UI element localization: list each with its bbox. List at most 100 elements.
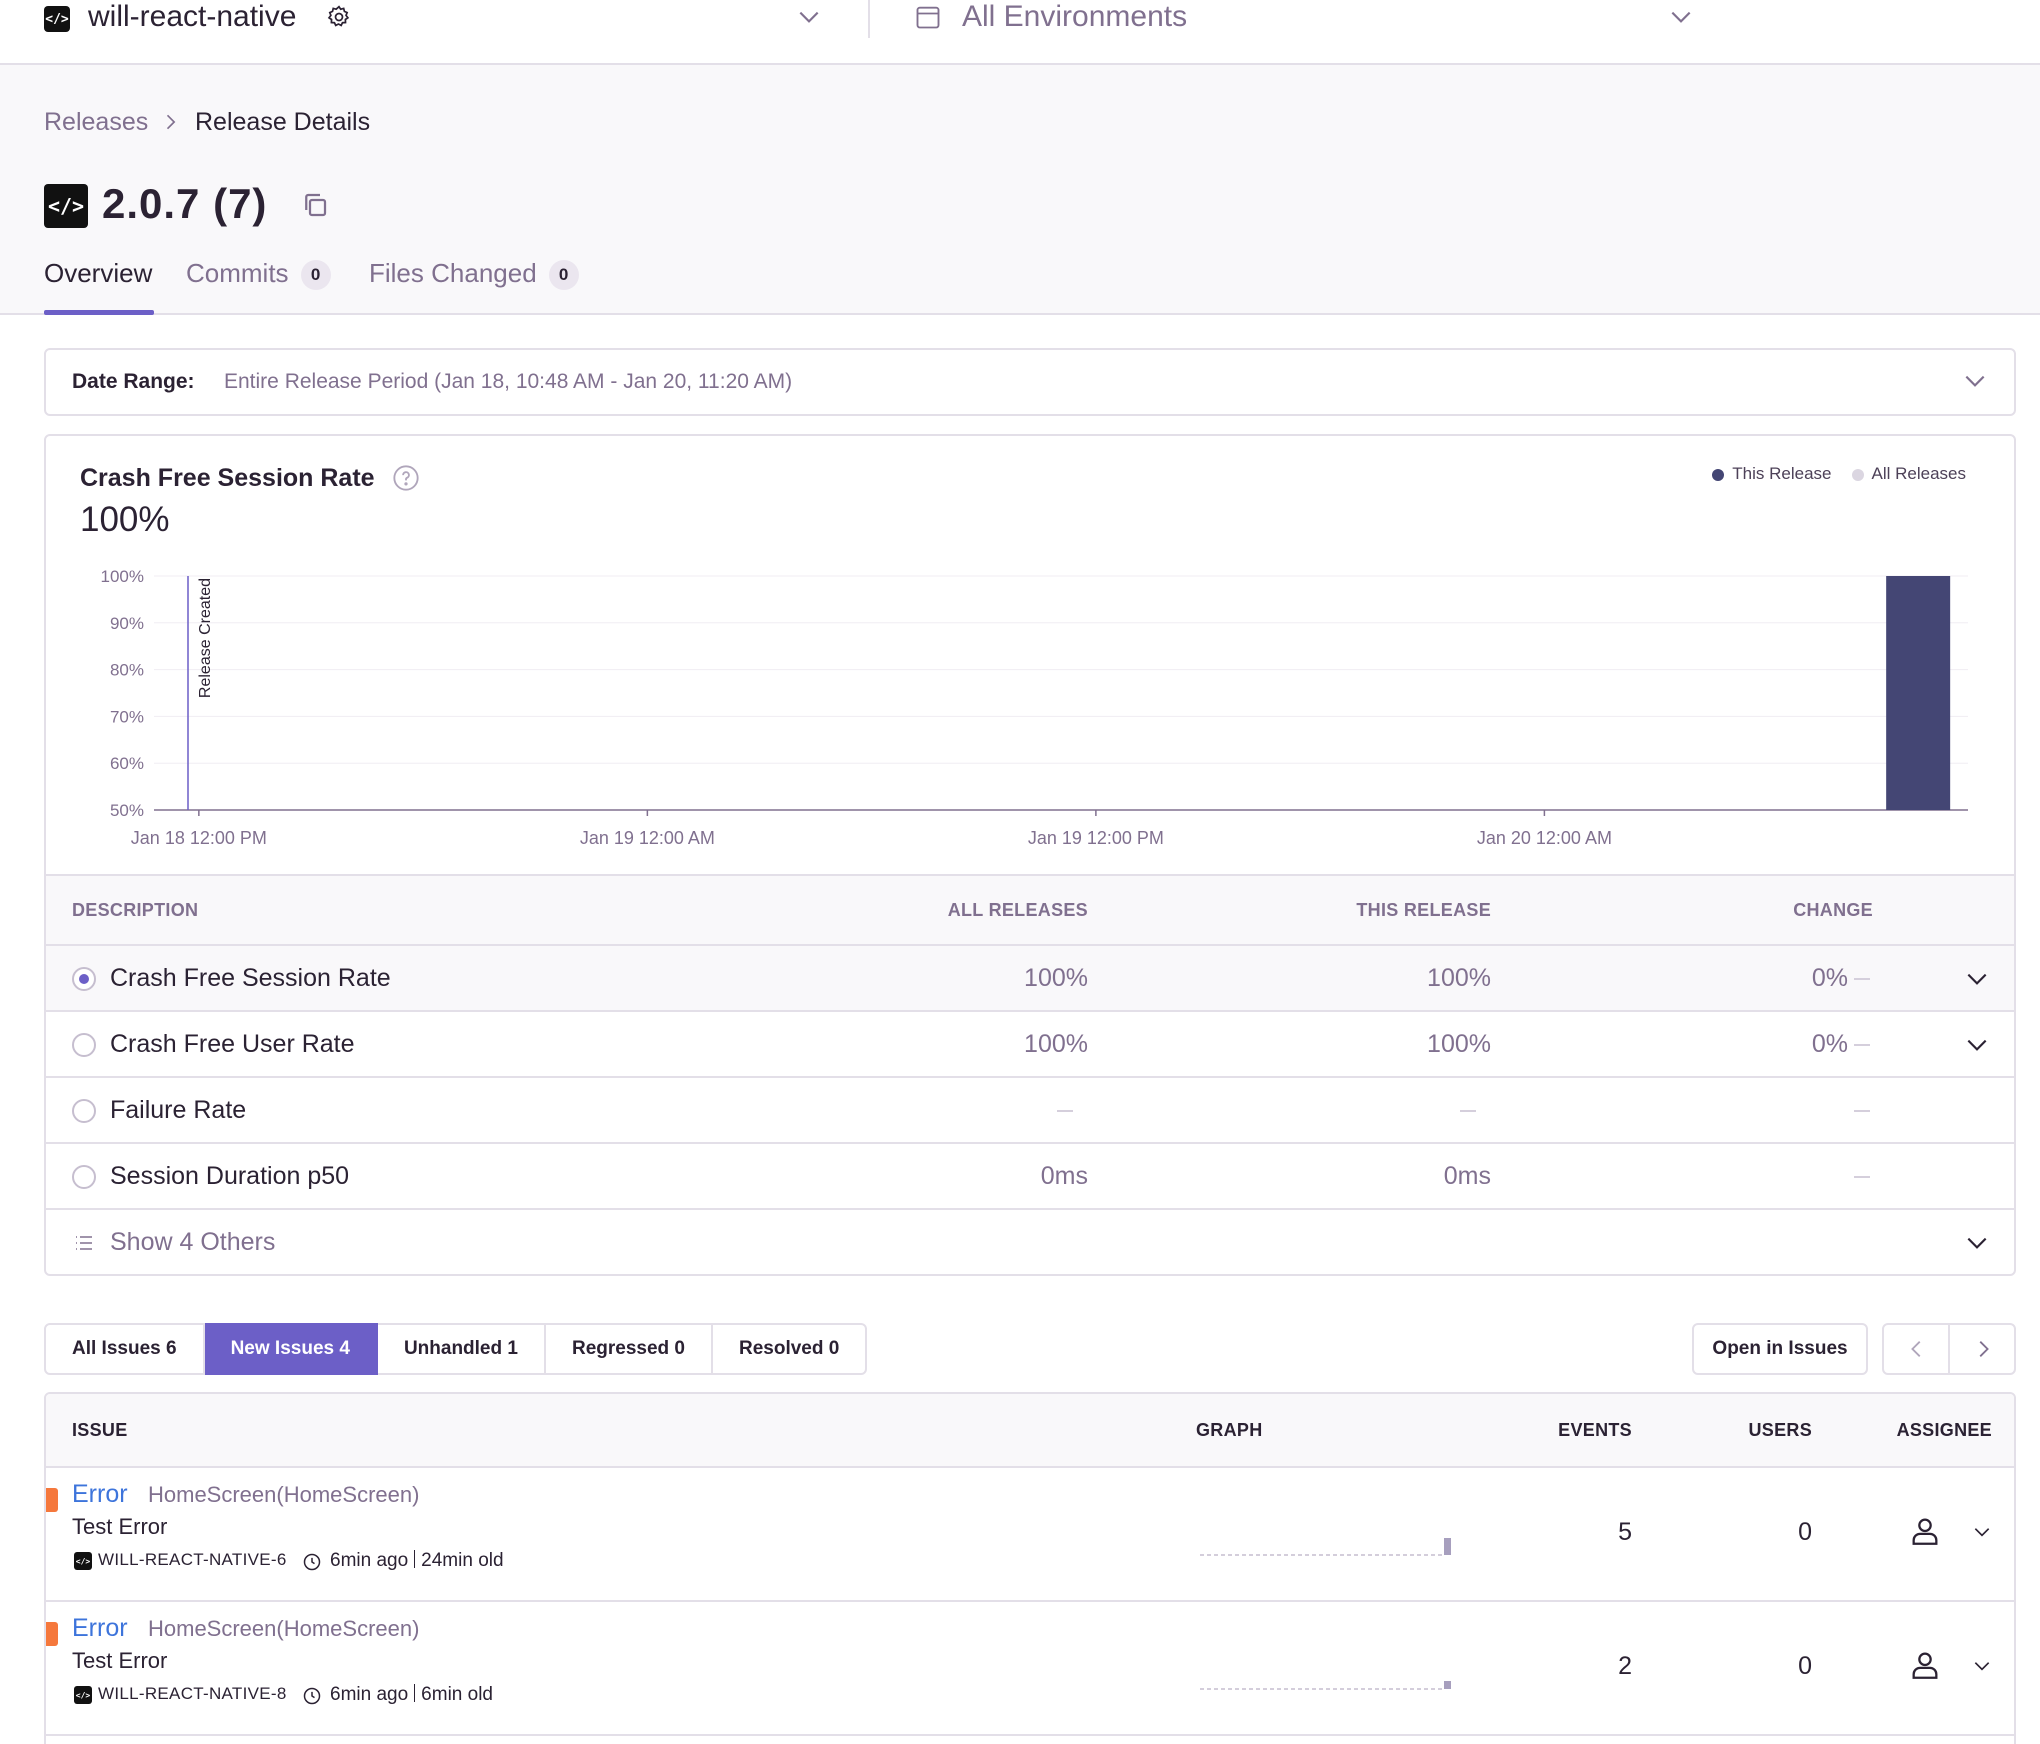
metric-this-value: 100%: [1427, 1030, 1491, 1058]
tab-commits[interactable]: Commits 0: [186, 258, 331, 291]
gear-icon[interactable]: [326, 4, 352, 30]
tab-overview[interactable]: Overview: [44, 258, 153, 288]
show-others-row[interactable]: Show 4 Others: [46, 1210, 2014, 1274]
clock-icon: [303, 1687, 321, 1705]
filter-all-issues[interactable]: All Issues 6: [44, 1323, 205, 1375]
clock-icon: [303, 1553, 321, 1571]
tab-files-changed[interactable]: Files Changed 0: [369, 258, 579, 291]
metric-all-value: 100%: [1024, 964, 1088, 992]
issue-filter-group: All Issues 6 New Issues 4 Unhandled 1 Re…: [44, 1323, 868, 1375]
col-this-release: THIS RELEASE: [1356, 900, 1491, 920]
radio-unselected[interactable]: [72, 1033, 96, 1057]
date-range-selector[interactable]: Date Range: Entire Release Period (Jan 1…: [44, 348, 2016, 416]
issue-type-link[interactable]: Error: [72, 1480, 128, 1508]
code-icon: </>: [74, 1686, 92, 1704]
metric-row-crash-free-session-rate[interactable]: Crash Free Session Rate 100% 100% 0%: [46, 946, 2014, 1012]
calendar-icon: [916, 6, 940, 29]
col-events: EVENTS: [1558, 1420, 1632, 1440]
open-in-issues-button[interactable]: Open in Issues: [1692, 1323, 1868, 1375]
chevron-left-icon: [1911, 1341, 1921, 1357]
help-icon[interactable]: [392, 464, 420, 492]
legend-item-this-release[interactable]: This Release: [1712, 464, 1832, 484]
issue-row[interactable]: Error HomeScreen(HomeScreen) Test Error …: [46, 1468, 2014, 1602]
issue-short-id: WILL-REACT-NATIVE-6: [98, 1550, 287, 1569]
issues-table: ISSUE GRAPH EVENTS USERS ASSIGNEE Error …: [44, 1392, 2016, 1744]
chevron-down-icon[interactable]: [1964, 1032, 1990, 1058]
filter-unhandled[interactable]: Unhandled 1: [377, 1323, 546, 1375]
metric-this-value: 0ms: [1443, 1162, 1491, 1190]
issue-location: HomeScreen(HomeScreen): [148, 1616, 420, 1641]
col-assignee: ASSIGNEE: [1896, 1420, 1992, 1440]
col-change: CHANGE: [1793, 900, 1873, 920]
issue-age: 6min ago 24min old: [330, 1550, 504, 1571]
y-tick-label: 70%: [110, 707, 144, 726]
radio-unselected[interactable]: [72, 1099, 96, 1123]
chevron-down-icon[interactable]: [796, 4, 822, 30]
dash: [1854, 1044, 1870, 1046]
code-icon: </>: [44, 6, 70, 32]
chevron-down-icon[interactable]: [1964, 1230, 1990, 1256]
radio-selected[interactable]: [72, 967, 96, 991]
dash: [1854, 1110, 1870, 1112]
legend-dot: [1712, 468, 1725, 481]
chart-summary-value: 100%: [80, 500, 170, 539]
prev-page-button[interactable]: [1884, 1325, 1950, 1373]
level-indicator: [46, 1488, 58, 1512]
col-graph: GRAPH: [1196, 1420, 1263, 1440]
y-tick-label: 60%: [110, 754, 144, 773]
metric-name: Crash Free Session Rate: [110, 964, 391, 992]
col-all-releases: ALL RELEASES: [947, 900, 1088, 920]
radio-unselected[interactable]: [72, 1165, 96, 1189]
col-users: USERS: [1748, 1420, 1812, 1440]
user-icon[interactable]: [1908, 1514, 1942, 1548]
issue-short-id: WILL-REACT-NATIVE-8: [98, 1684, 287, 1703]
legend-dot: [1851, 468, 1864, 481]
y-tick-label: 50%: [110, 801, 144, 820]
breadcrumb-releases[interactable]: Releases: [44, 108, 149, 136]
issue-age: 6min ago 6min old: [330, 1684, 493, 1705]
legend-item-all-releases[interactable]: All Releases: [1851, 464, 1966, 484]
page-title: 2.0.7 (7): [102, 180, 268, 227]
project-selector[interactable]: will-react-native: [88, 0, 297, 33]
metric-all-value: 100%: [1024, 1030, 1088, 1058]
issue-events-count: 5: [1618, 1518, 1632, 1546]
metric-row-failure-rate[interactable]: Failure Rate: [46, 1078, 2014, 1144]
issue-message: Test Error: [72, 1514, 168, 1539]
environment-selector[interactable]: All Environments: [962, 0, 1188, 33]
date-range-value: Entire Release Period (Jan 18, 10:48 AM …: [224, 370, 793, 393]
issue-events-count: 2: [1618, 1652, 1632, 1680]
issue-row[interactable]: Error HomeScreen(HomeScreen) Test Error …: [46, 1602, 2014, 1736]
crash-free-chart: 100% 90% 80% 70% 60% 50% Jan 18 12:00 PM Jan 19…: [101, 567, 1968, 848]
active-tab-indicator: [44, 310, 154, 315]
metric-name: Session Duration p50: [110, 1162, 350, 1190]
dash: [1854, 1176, 1870, 1178]
chart-legend: This Release All Releases: [1712, 464, 1966, 484]
filter-regressed[interactable]: Regressed 0: [545, 1323, 713, 1375]
top-bar: </> will-react-native All Environments: [0, 0, 2040, 65]
metric-row-session-duration[interactable]: Session Duration p50 0ms 0ms: [46, 1144, 2014, 1210]
issue-sparkline: [1200, 1538, 1451, 1556]
show-others-label: Show 4 Others: [110, 1228, 276, 1256]
issue-location: HomeScreen(HomeScreen): [148, 1482, 420, 1507]
user-icon[interactable]: [1908, 1648, 1942, 1682]
release-created-label: Release Created: [197, 578, 214, 698]
filter-resolved[interactable]: Resolved 0: [713, 1323, 868, 1375]
metric-this-value: 100%: [1427, 964, 1491, 992]
x-tick-label: Jan 20 12:00 AM: [1477, 828, 1612, 848]
chevron-down-icon[interactable]: [1964, 966, 1990, 992]
chevron-down-icon[interactable]: [1972, 1522, 1992, 1542]
next-page-button[interactable]: [1950, 1325, 2016, 1373]
chevron-down-icon[interactable]: [1972, 1656, 1992, 1676]
col-issue: ISSUE: [72, 1420, 128, 1440]
release-chart-panel: Crash Free Session Rate 100% This Releas…: [44, 434, 2016, 1276]
dash: [1460, 1110, 1476, 1112]
issue-type-link[interactable]: Error: [72, 1614, 128, 1642]
filter-new-issues[interactable]: New Issues 4: [204, 1323, 378, 1375]
y-tick-label: 90%: [110, 614, 144, 633]
metric-all-value: 0ms: [1040, 1162, 1088, 1190]
chevron-right-icon: [1979, 1341, 1989, 1357]
level-indicator: [46, 1622, 58, 1646]
metric-row-crash-free-user-rate[interactable]: Crash Free User Rate 100% 100% 0%: [46, 1012, 2014, 1078]
copy-icon[interactable]: [300, 190, 330, 220]
chevron-down-icon[interactable]: [1668, 4, 1694, 30]
